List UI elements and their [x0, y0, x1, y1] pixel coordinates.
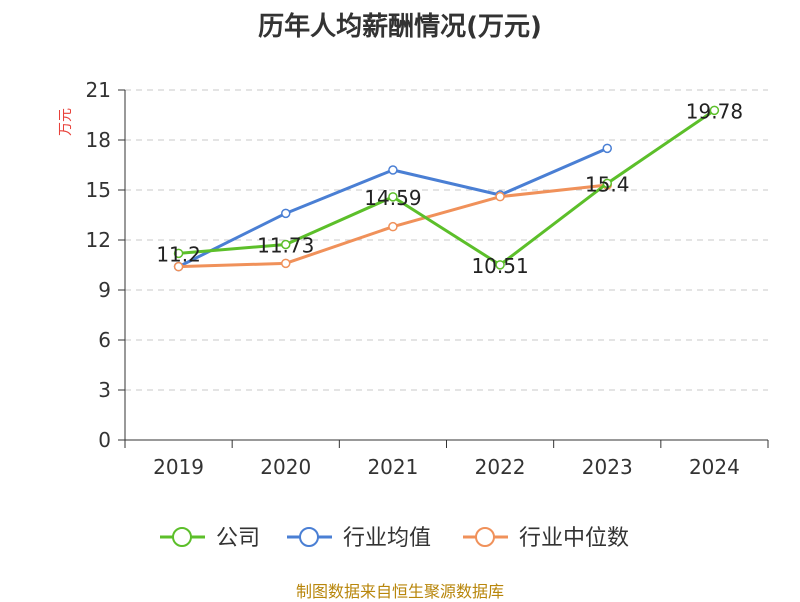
chart-title: 历年人均薪酬情况(万元) [258, 12, 542, 42]
data-label: 15.4 [585, 172, 630, 196]
data-point [388, 221, 398, 232]
y-tick-label: 3 [98, 378, 111, 402]
y-tick-label: 21 [86, 78, 111, 102]
data-point [281, 239, 291, 250]
y-tick-label: 18 [86, 128, 111, 152]
legend-label: 行业均值 [343, 526, 431, 551]
y-tick-label: 12 [86, 228, 111, 252]
data-label: 11.73 [257, 234, 314, 258]
source-note: 制图数据来自恒生聚源数据库 [295, 582, 504, 601]
x-tick-label: 2020 [260, 455, 311, 479]
y-tick-label: 0 [98, 428, 111, 452]
legend[interactable]: 公司 行业均值 行业中位数 [160, 526, 629, 551]
data-point [709, 105, 720, 116]
data-point [281, 258, 291, 269]
data-point [173, 248, 184, 259]
legend-label: 公司 [216, 526, 260, 551]
data-label: 11.2 [156, 242, 201, 266]
x-tick-label: 2021 [367, 455, 418, 479]
legend-item-0[interactable]: 公司 [160, 526, 260, 551]
x-tick-label: 2019 [153, 455, 204, 479]
x-tick-label: 2023 [582, 455, 633, 479]
y-tick-label: 6 [98, 328, 111, 352]
data-point [495, 191, 505, 202]
data-point [281, 208, 291, 219]
data-point [602, 143, 612, 154]
axes: 0 3 6 9 12 15 18 21 2019 2020 2021 2022 2023 2024 万元 [58, 78, 769, 479]
data-label: 10.51 [471, 254, 528, 278]
data-point [388, 192, 398, 202]
series-lines [173, 105, 720, 272]
data-label: 19.78 [686, 99, 743, 123]
data-point [388, 165, 398, 175]
legend-label: 行业中位数 [519, 526, 629, 551]
y-axis-label: 万元 [58, 108, 74, 136]
grid-lines [125, 89, 768, 391]
legend-marker [299, 527, 319, 547]
data-label: 14.59 [364, 186, 421, 210]
legend-item-1[interactable]: 行业均值 [287, 526, 431, 551]
data-labels: 11.2 11.73 14.59 10.51 15.4 19.78 [156, 99, 743, 278]
series-line-0 [178, 109, 716, 267]
x-tick-label: 2022 [475, 455, 526, 479]
data-point [602, 178, 612, 189]
y-tick-label: 15 [86, 178, 111, 202]
y-tick-label: 9 [98, 278, 111, 302]
legend-item-2[interactable]: 行业中位数 [463, 526, 629, 551]
x-tick-label: 2024 [689, 455, 740, 479]
data-point [173, 261, 184, 272]
legend-marker [475, 527, 495, 547]
data-point [495, 260, 505, 270]
legend-marker [172, 527, 192, 547]
